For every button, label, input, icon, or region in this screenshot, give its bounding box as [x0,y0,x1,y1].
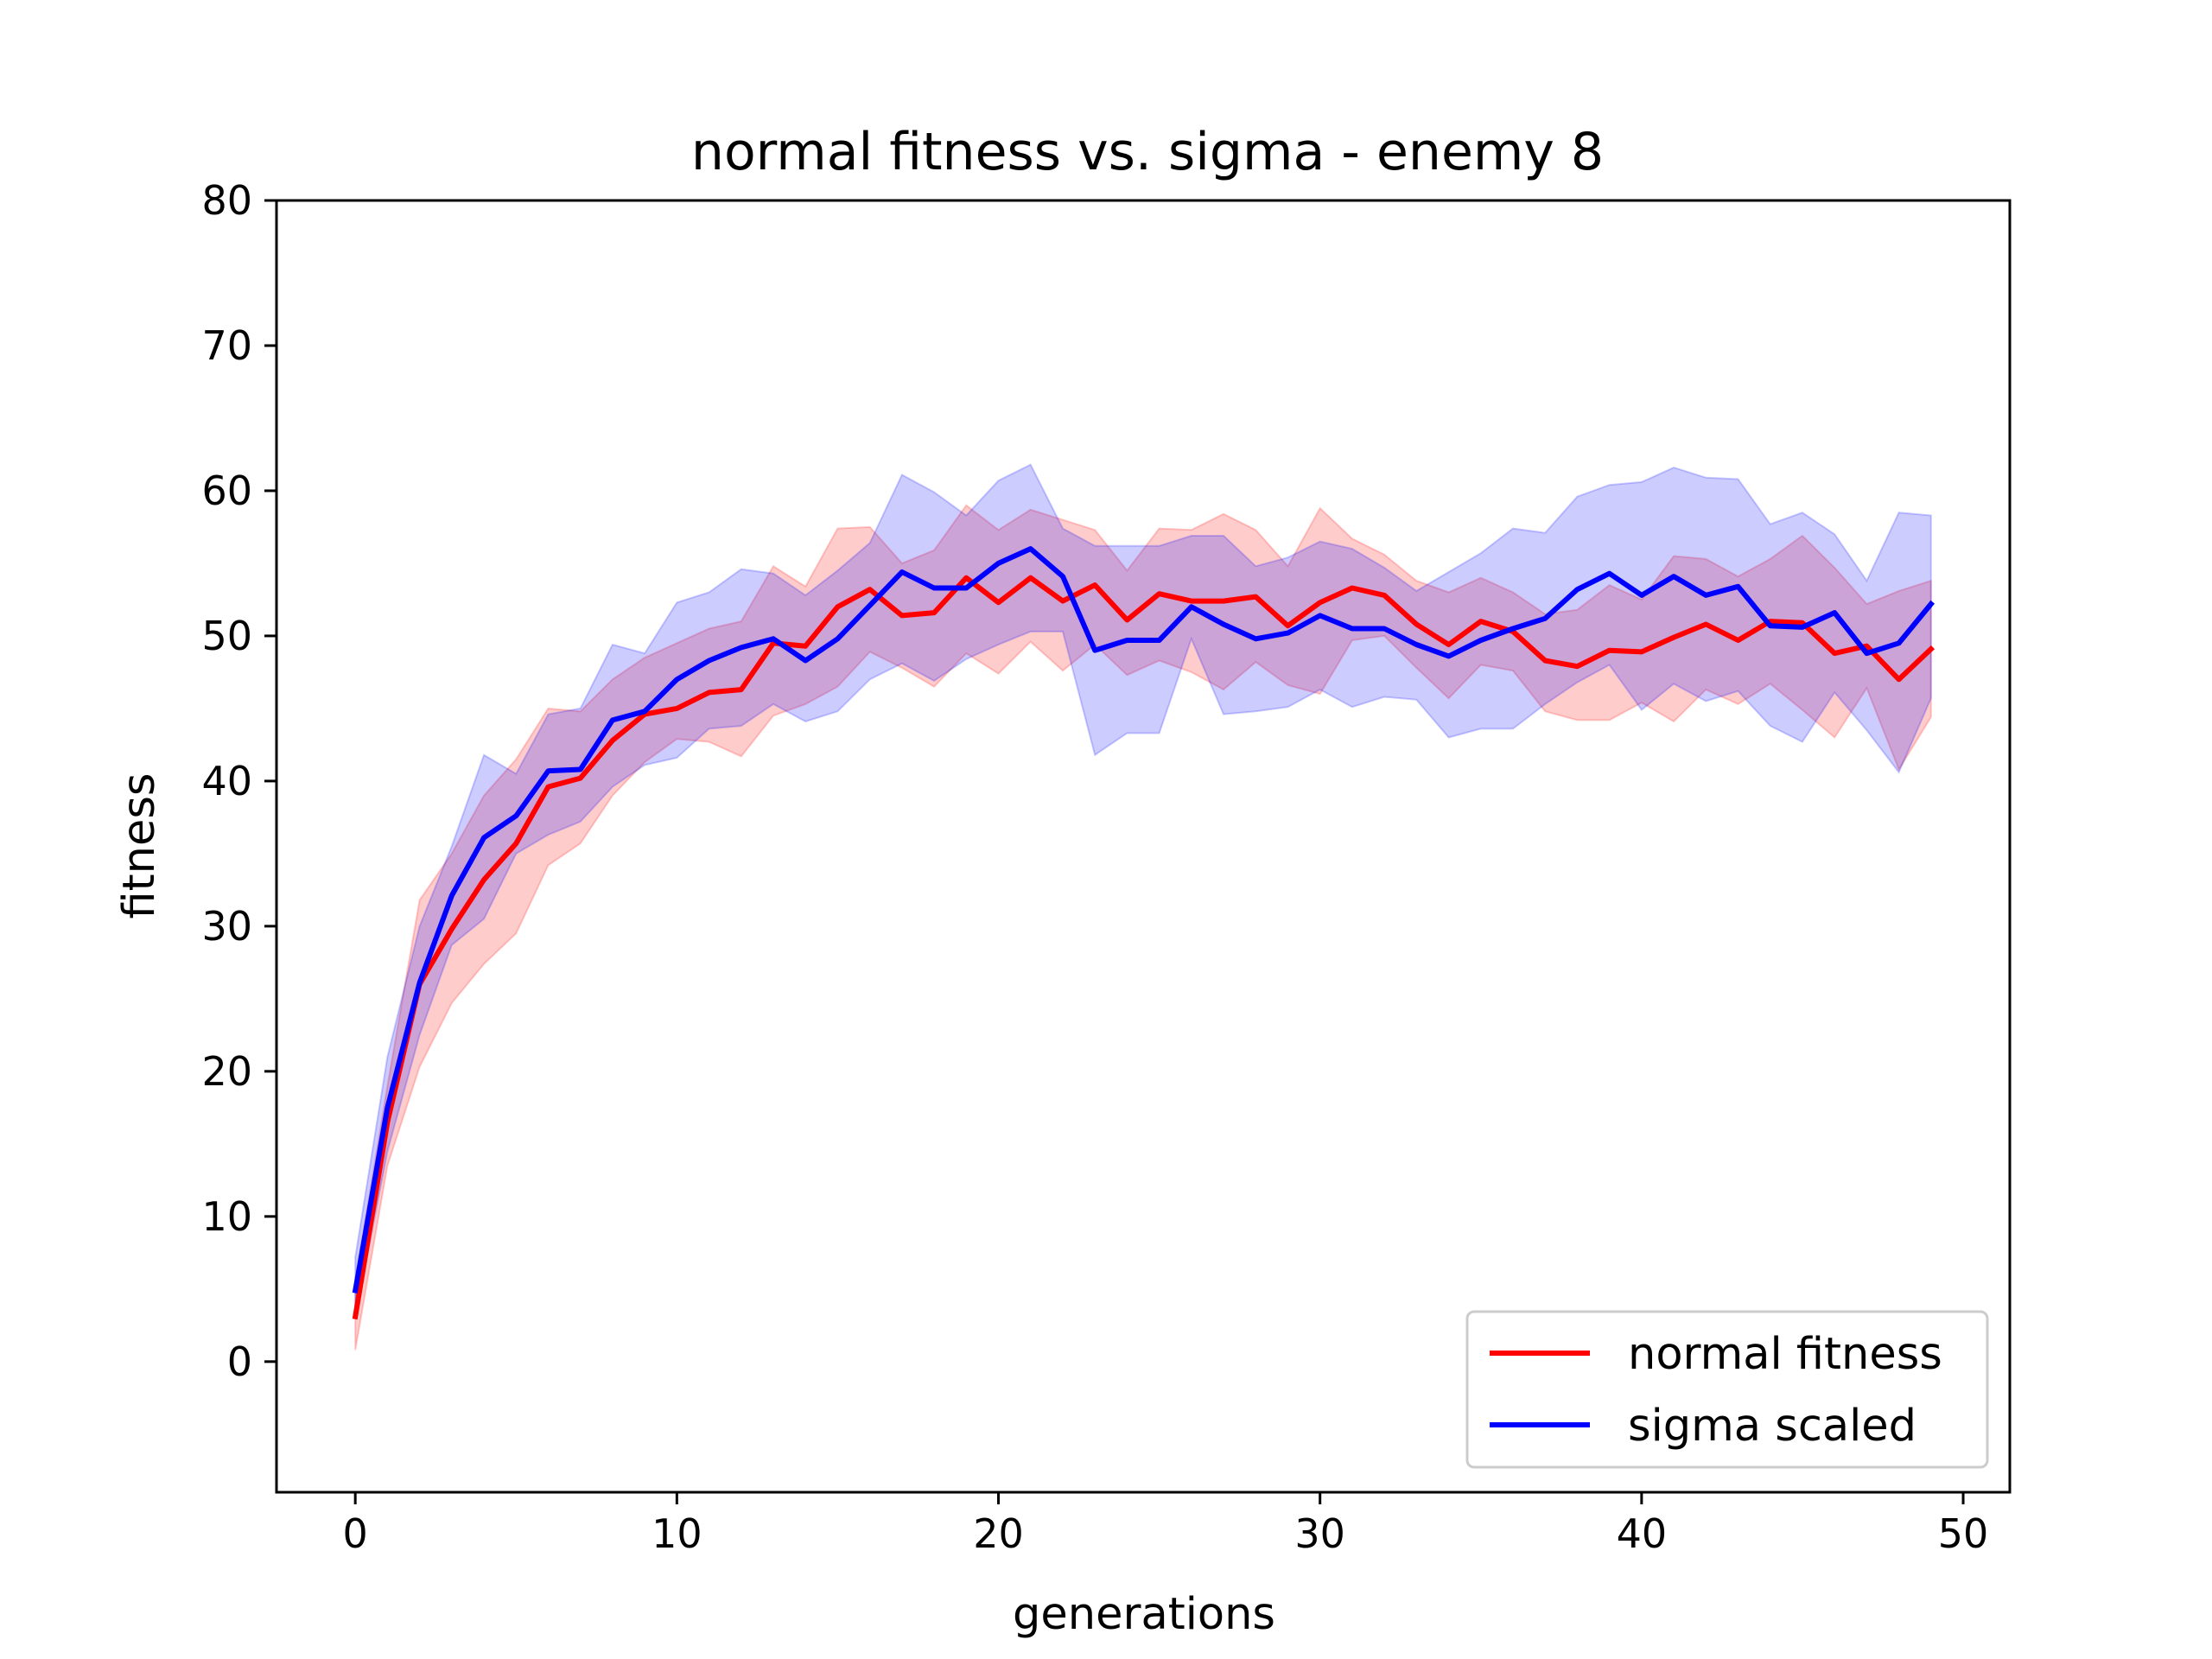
y-tick-label: 50 [201,613,252,659]
y-tick-label: 20 [201,1048,252,1095]
y-tick-label: 40 [201,758,252,804]
legend: normal fitness sigma scaled [1465,1310,1989,1469]
y-tick-label: 60 [201,467,252,514]
x-tick-label: 50 [1938,1510,1989,1557]
series-lines [352,546,1936,1320]
x-axis: 0 10 20 30 40 50 [343,1492,1989,1557]
x-tick-label: 20 [973,1510,1024,1557]
series-line-0 [352,575,1936,1320]
x-tick-label: 30 [1294,1510,1345,1557]
y-tick-label: 80 [201,177,252,224]
legend-label-1: sigma scaled [1628,1401,1916,1452]
y-tick-label: 70 [201,322,252,369]
y-tick-label: 30 [201,903,252,950]
y-tick-label: 0 [227,1338,252,1385]
legend-box [1465,1310,1989,1469]
legend-label-0: normal fitness [1628,1329,1942,1380]
x-tick-label: 0 [343,1510,368,1557]
chart-title: normal fitness vs. sigma - enemy 8 [691,122,1604,182]
series-line-1 [352,546,1936,1294]
y-axis-label: fitness [114,773,165,919]
y-tick-label: 10 [201,1193,252,1240]
x-axis-label: generations [1013,1589,1275,1640]
x-tick-label: 40 [1617,1510,1668,1557]
plot-frame [275,199,2012,1494]
x-tick-label: 10 [652,1510,702,1557]
y-axis: 0 10 20 30 40 50 60 70 80 [201,177,276,1385]
band-0 [354,504,1932,1351]
